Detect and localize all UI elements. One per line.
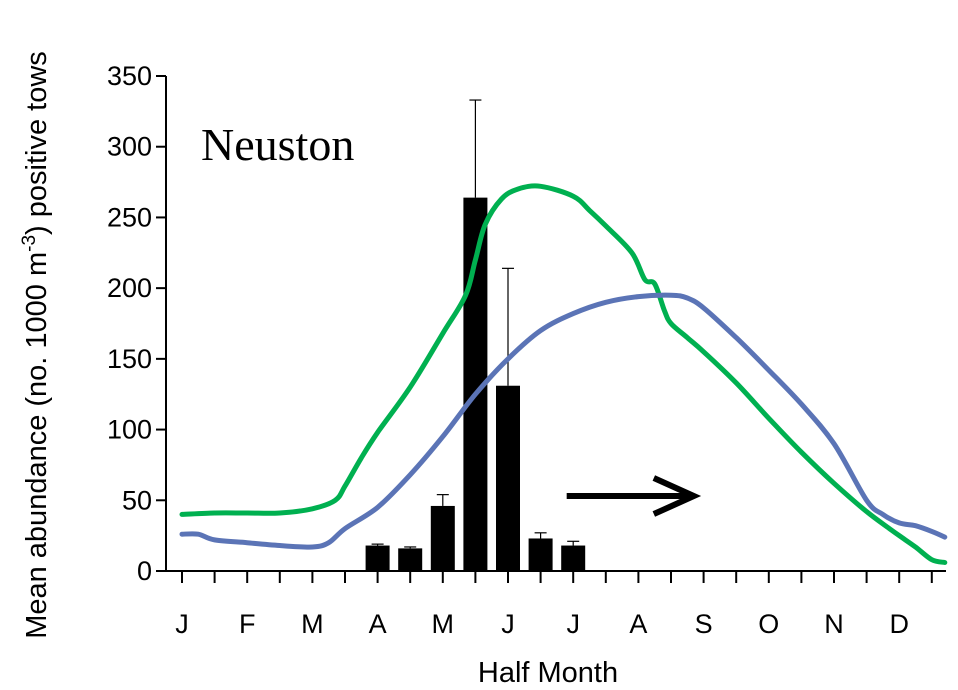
series-line-1 xyxy=(179,183,948,565)
y-tick-label: 350 xyxy=(107,61,152,91)
y-tick-label: 150 xyxy=(107,344,152,374)
bar xyxy=(528,538,553,571)
y-tick-label: 100 xyxy=(107,415,152,445)
month-label: J xyxy=(501,609,515,639)
y-axis: 0 50 100 150 200 250 300 350 xyxy=(107,61,166,586)
y-tick-label: 200 xyxy=(107,273,152,303)
y-tick-label: 0 xyxy=(137,556,152,586)
bar xyxy=(398,548,423,571)
arrow-head xyxy=(652,475,702,517)
month-label: J xyxy=(566,609,580,639)
month-label: N xyxy=(824,609,844,639)
y-axis-title-main: Mean abundance (no. 1000 m xyxy=(21,252,53,639)
month-label: A xyxy=(629,609,647,639)
month-label: S xyxy=(695,609,713,639)
month-label: M xyxy=(301,609,324,639)
month-label: A xyxy=(369,609,387,639)
month-label: M xyxy=(432,609,455,639)
bar xyxy=(365,545,390,571)
month-label: F xyxy=(239,609,256,639)
y-axis-title: Mean abundance (no. 1000 m-3) positive t… xyxy=(19,51,53,639)
bar-series xyxy=(365,99,586,571)
line-series xyxy=(179,183,948,565)
month-label: J xyxy=(175,609,189,639)
y-axis-title-superscript: -3 xyxy=(19,235,40,252)
y-tick-label: 300 xyxy=(107,132,152,162)
bar xyxy=(561,545,586,571)
bar xyxy=(496,385,520,571)
y-axis-title-tail: ) positive tows xyxy=(21,51,53,235)
x-axis-title: Half Month xyxy=(478,657,618,689)
y-tick-label: 50 xyxy=(122,485,152,515)
y-tick-label: 250 xyxy=(107,202,152,232)
axes-lines xyxy=(165,76,946,572)
bar xyxy=(430,505,455,571)
series-line-2 xyxy=(179,292,948,550)
arrow-annotation xyxy=(566,475,702,517)
month-label: D xyxy=(889,609,909,639)
month-label: O xyxy=(758,609,779,639)
neuston-annotation: Neuston xyxy=(201,119,354,170)
